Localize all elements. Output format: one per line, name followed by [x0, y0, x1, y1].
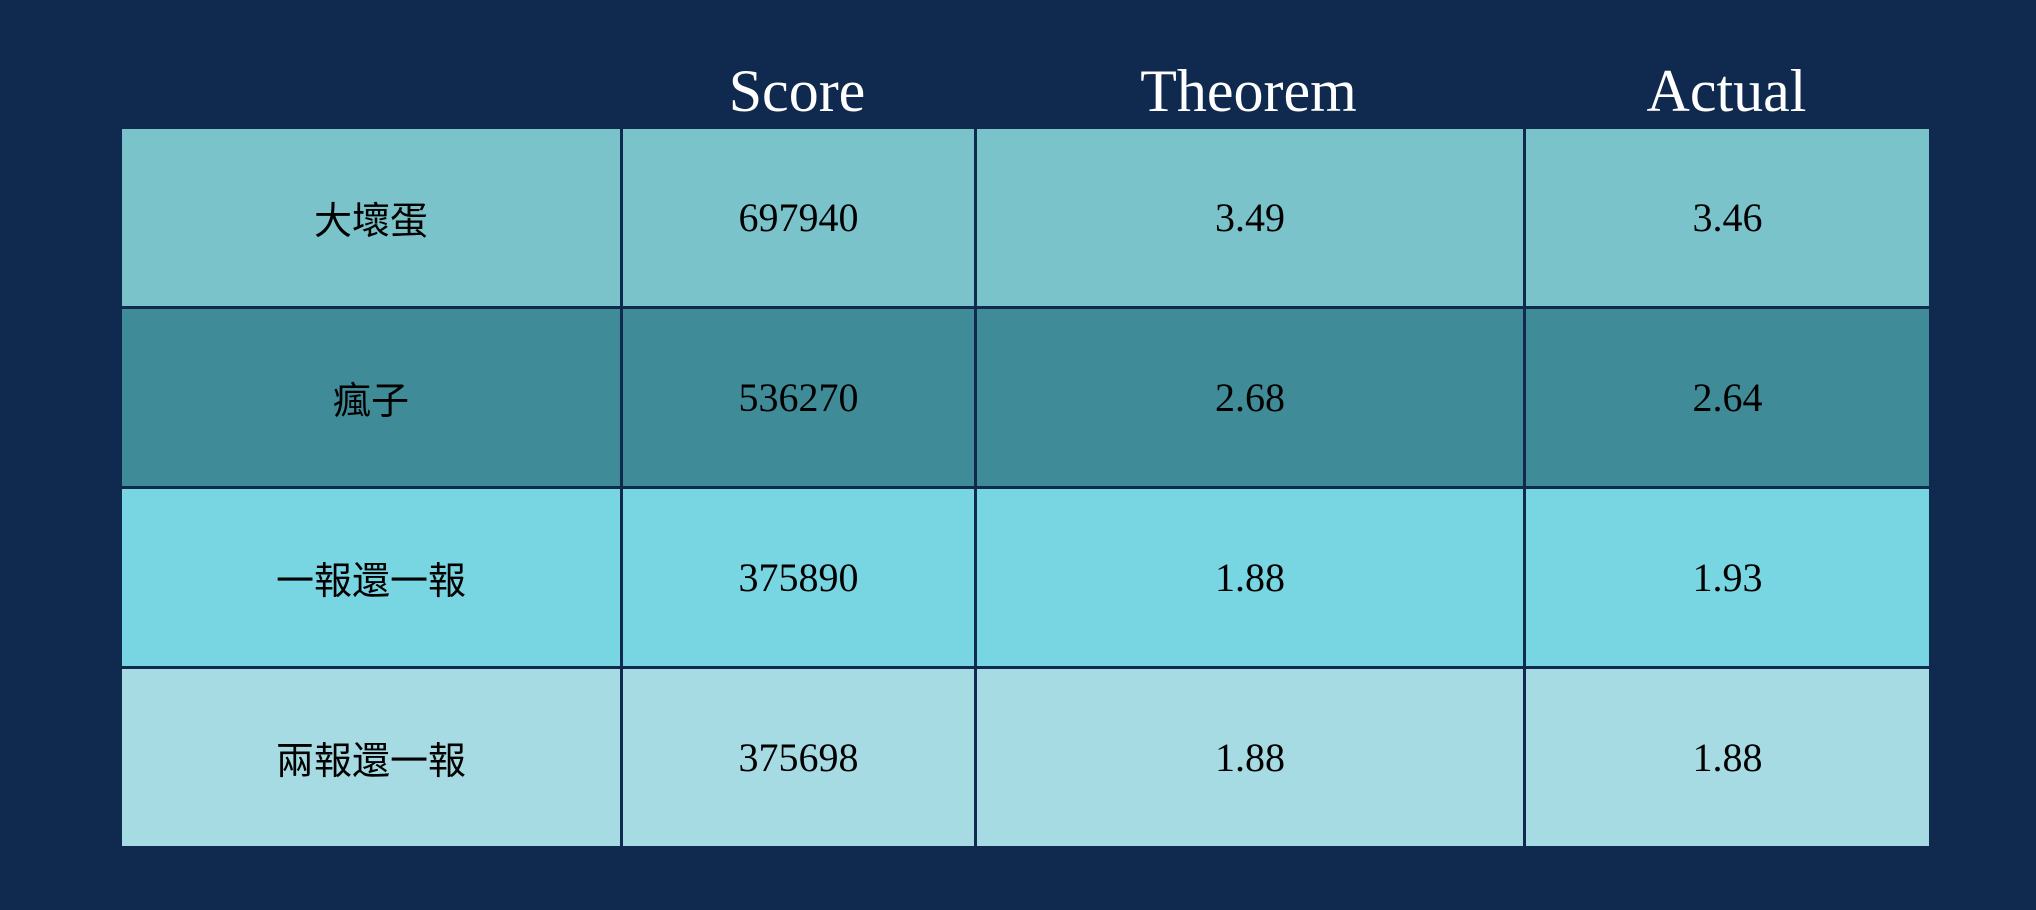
column-header-actual: Actual	[1646, 57, 1807, 124]
row-label-cell: 一報還一報	[122, 489, 620, 666]
score-cell: 375890	[623, 489, 974, 666]
theorem-cell: 3.49	[977, 129, 1523, 306]
table-row: 瘋子 536270 2.68 2.64	[122, 309, 1929, 486]
column-header-score: Score	[728, 57, 866, 124]
table-row: 兩報還一報 375698 1.88 1.88	[122, 669, 1929, 846]
theorem-cell: 1.88	[977, 669, 1523, 846]
table-row: 一報還一報 375890 1.88 1.93	[122, 489, 1929, 666]
score-cell: 697940	[623, 129, 974, 306]
row-label-cell: 瘋子	[122, 309, 620, 486]
table-row: 大壞蛋 697940 3.49 3.46	[122, 129, 1929, 306]
actual-cell: 1.93	[1526, 489, 1929, 666]
theorem-cell: 1.88	[977, 489, 1523, 666]
actual-cell: 3.46	[1526, 129, 1929, 306]
column-header-theorem: Theorem	[1140, 57, 1357, 124]
score-cell: 375698	[623, 669, 974, 846]
actual-cell: 2.64	[1526, 309, 1929, 486]
score-cell: 536270	[623, 309, 974, 486]
actual-cell: 1.88	[1526, 669, 1929, 846]
row-label-cell: 兩報還一報	[122, 669, 620, 846]
data-table: 大壞蛋 697940 3.49 3.46 瘋子 536270 2.68 2.64 一報還一報 37…	[122, 129, 1929, 847]
theorem-cell: 2.68	[977, 309, 1523, 486]
row-label-cell: 大壞蛋	[122, 129, 620, 306]
